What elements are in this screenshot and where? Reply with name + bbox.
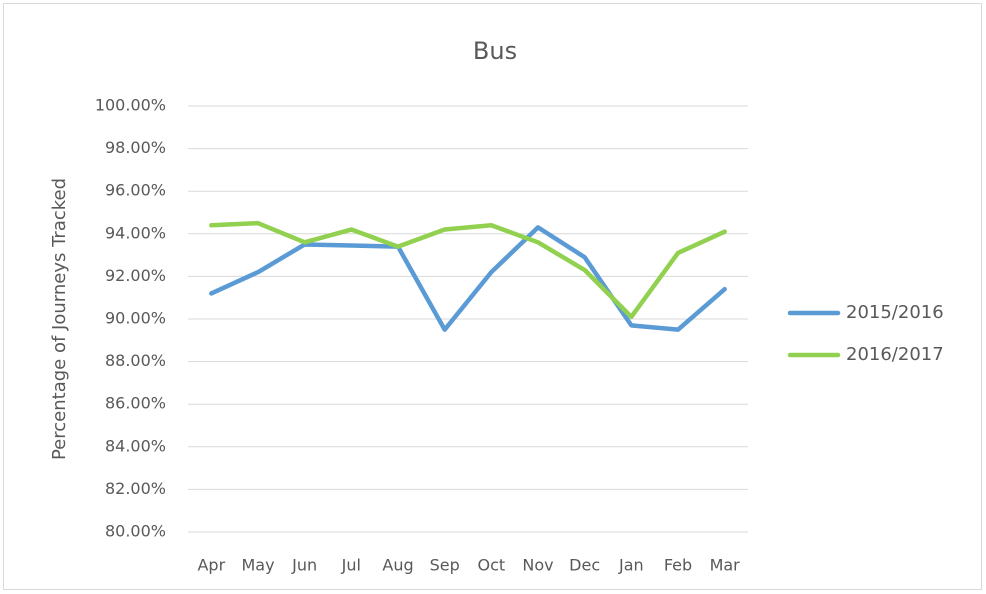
series-line (209, 225, 727, 332)
y-tick-label: 92.00% (105, 266, 166, 285)
y-axis-title: Percentage of Journeys Tracked (49, 178, 70, 460)
x-tick-label: Dec (569, 556, 600, 575)
y-tick-label: 88.00% (105, 351, 166, 370)
chart-title: Bus (473, 37, 517, 65)
y-tick-label: 80.00% (105, 522, 166, 541)
y-tick-label: 90.00% (105, 309, 166, 328)
y-tick-label: 98.00% (105, 138, 166, 157)
y-tick-label: 82.00% (105, 479, 166, 498)
series-line (209, 220, 727, 320)
x-tick-label: Aug (382, 556, 413, 575)
y-tick-label: 100.00% (95, 96, 166, 115)
y-tick-label: 86.00% (105, 394, 166, 413)
y-tick-label: 96.00% (105, 181, 166, 200)
y-tick-label: 84.00% (105, 436, 166, 455)
x-tick-label: Nov (522, 556, 553, 575)
legend-label: 2016/2017 (846, 344, 944, 365)
x-tick-label: Jul (341, 556, 361, 575)
x-tick-label: Jun (291, 556, 317, 575)
legend-label: 2015/2016 (846, 302, 944, 323)
chart-border (3, 3, 982, 590)
x-tick-label: Oct (477, 556, 505, 575)
x-tick-label: Apr (197, 556, 225, 575)
x-tick-label: Feb (664, 556, 692, 575)
y-tick-label: 94.00% (105, 223, 166, 242)
x-tick-label: Jan (618, 556, 644, 575)
x-tick-label: May (241, 556, 274, 575)
x-tick-label: Sep (430, 556, 460, 575)
x-tick-label: Mar (710, 556, 741, 575)
